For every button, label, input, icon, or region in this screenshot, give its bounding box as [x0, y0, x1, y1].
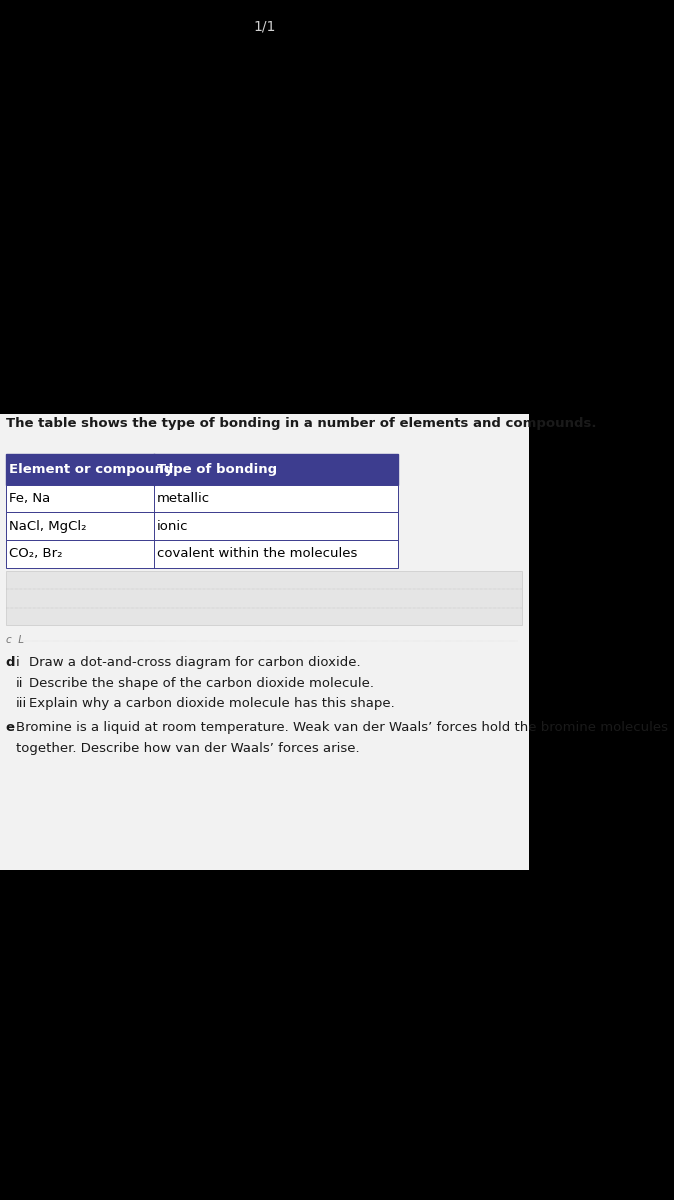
Text: 1/1: 1/1 — [253, 19, 276, 34]
Text: ionic: ionic — [157, 520, 189, 533]
Text: i: i — [16, 656, 20, 670]
FancyBboxPatch shape — [6, 571, 522, 625]
Text: Bromine is a liquid at room temperature. Weak van der Waals’ forces hold the bro: Bromine is a liquid at room temperature.… — [16, 721, 668, 734]
Text: Type of bonding: Type of bonding — [157, 463, 277, 475]
Text: ii: ii — [16, 677, 24, 690]
Text: CO₂, Br₂: CO₂, Br₂ — [9, 547, 63, 560]
FancyBboxPatch shape — [6, 454, 398, 485]
Text: The table shows the type of bonding in a number of elements and compounds.: The table shows the type of bonding in a… — [6, 416, 597, 430]
Text: Explain why a carbon dioxide molecule has this shape.: Explain why a carbon dioxide molecule ha… — [29, 697, 395, 710]
Text: Fe, Na: Fe, Na — [9, 492, 51, 505]
Text: metallic: metallic — [157, 492, 210, 505]
Text: e: e — [5, 721, 14, 734]
FancyBboxPatch shape — [6, 512, 398, 540]
Text: d: d — [5, 656, 15, 670]
Text: NaCl, MgCl₂: NaCl, MgCl₂ — [9, 520, 86, 533]
FancyBboxPatch shape — [6, 485, 398, 512]
Text: iii: iii — [16, 697, 27, 710]
Text: c  L: c L — [6, 635, 24, 644]
Text: Describe the shape of the carbon dioxide molecule.: Describe the shape of the carbon dioxide… — [29, 677, 374, 690]
Text: Draw a dot-and-cross diagram for carbon dioxide.: Draw a dot-and-cross diagram for carbon … — [29, 656, 361, 670]
FancyBboxPatch shape — [6, 540, 398, 568]
Text: Element or compound: Element or compound — [9, 463, 173, 475]
Text: together. Describe how van der Waals’ forces arise.: together. Describe how van der Waals’ fo… — [16, 742, 359, 755]
FancyBboxPatch shape — [0, 414, 528, 870]
Text: covalent within the molecules: covalent within the molecules — [157, 547, 357, 560]
